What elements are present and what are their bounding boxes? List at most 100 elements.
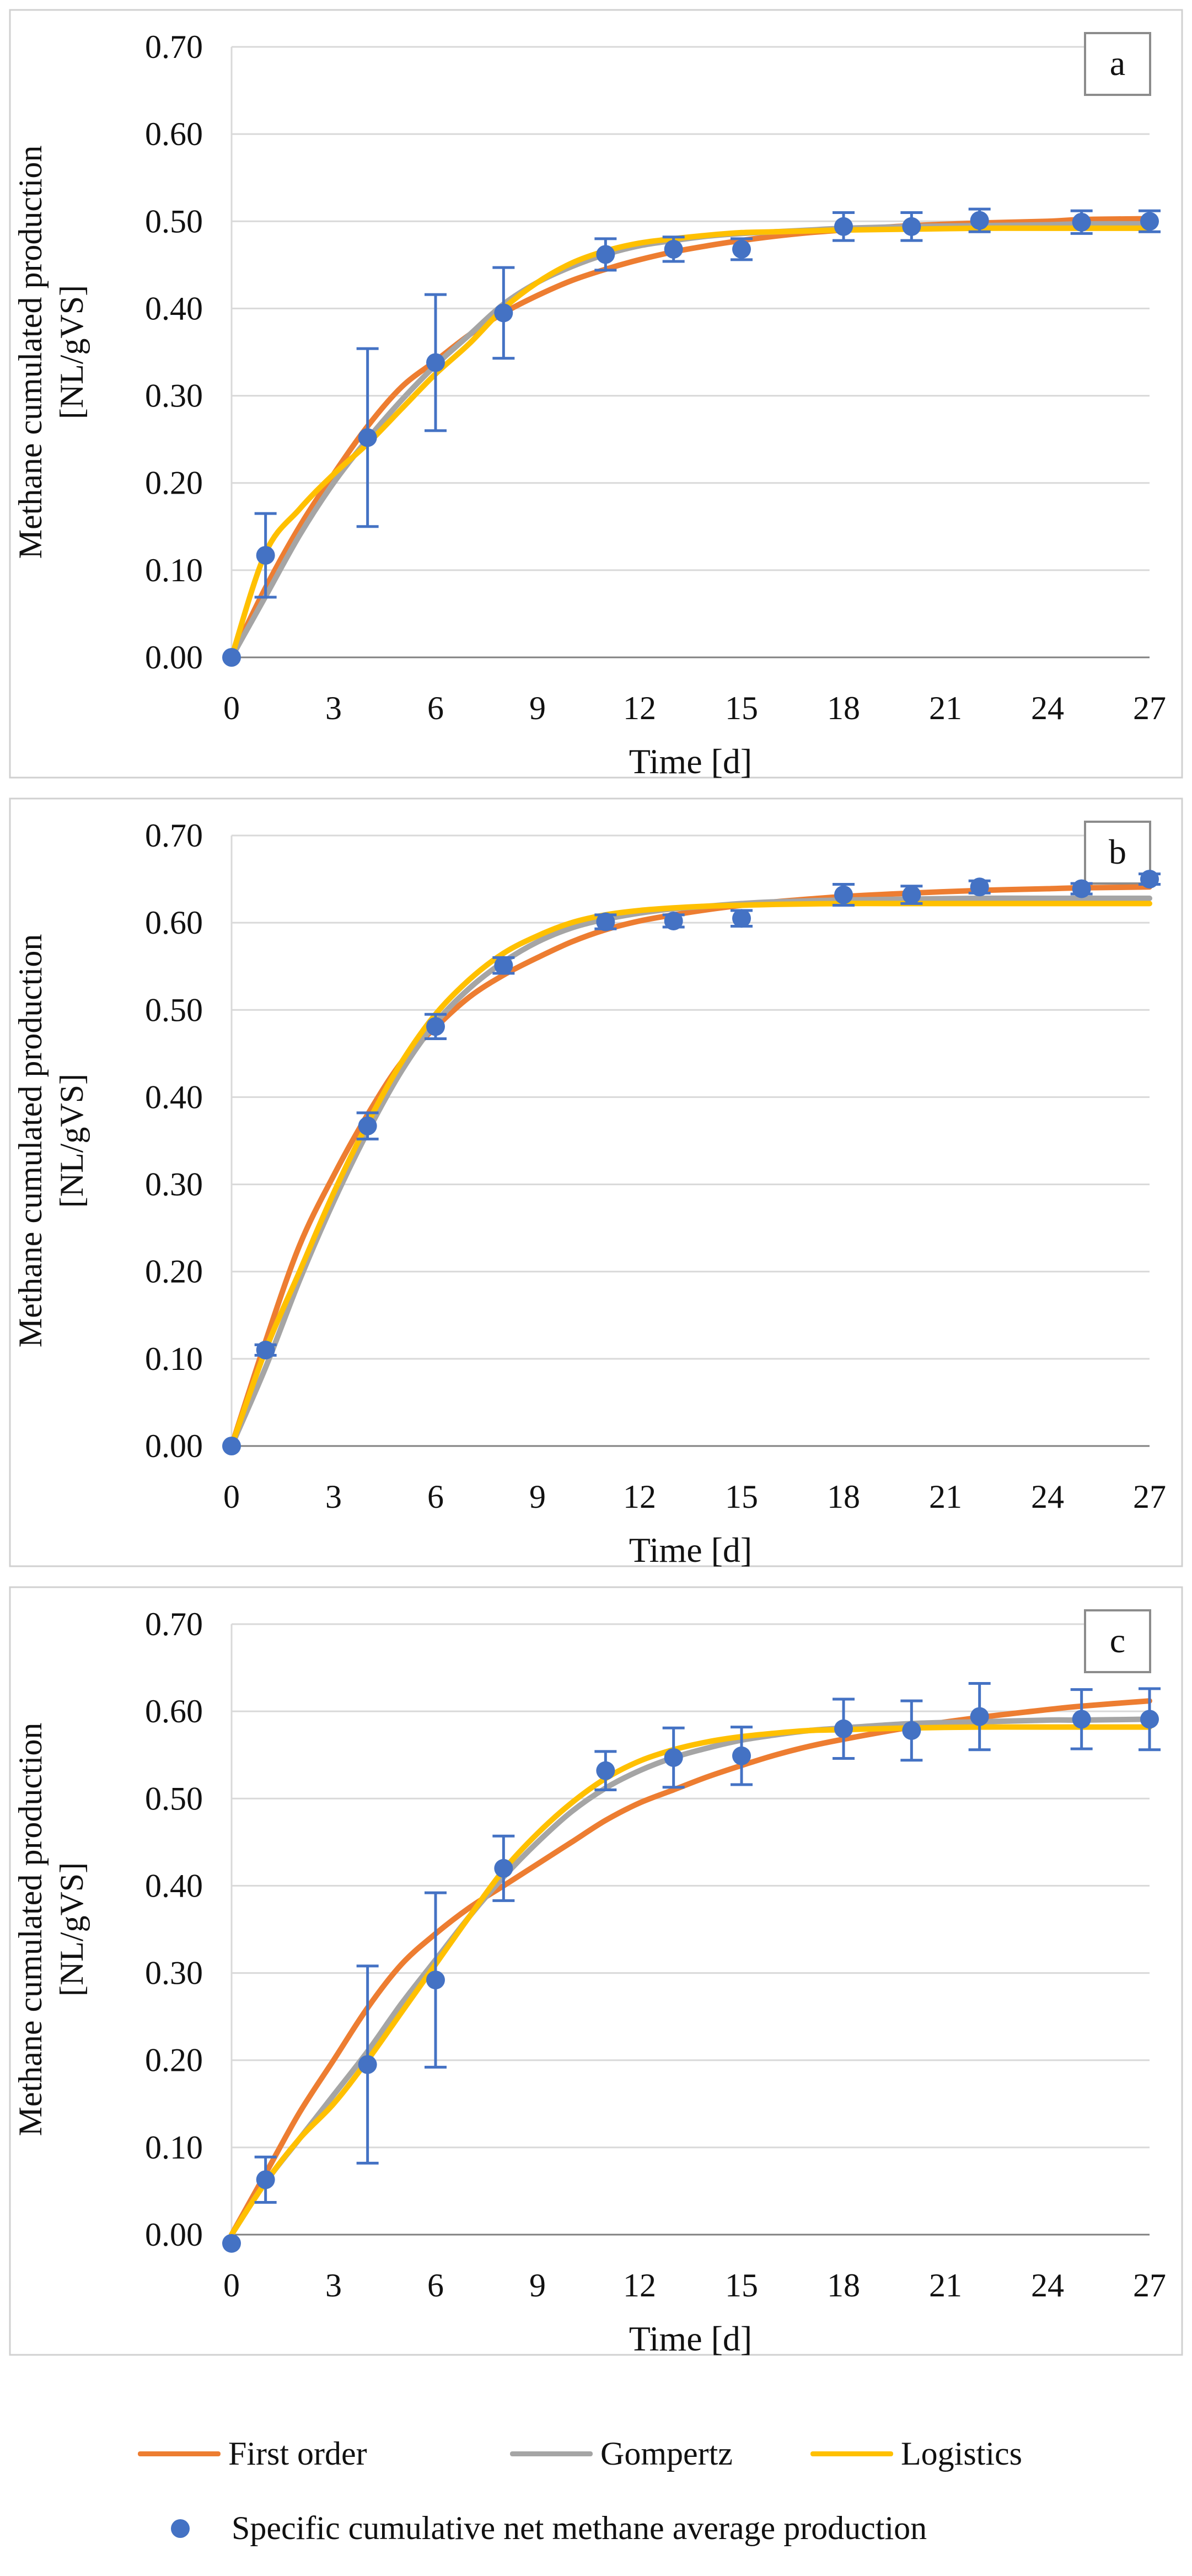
legend-swatch-logistics bbox=[810, 2451, 893, 2456]
y-tick-label: 0.10 bbox=[145, 2129, 203, 2166]
series-line-gompertz bbox=[229, 1716, 1152, 2237]
y-tick-label: 0.10 bbox=[145, 552, 203, 588]
data-point bbox=[664, 1748, 683, 1767]
y-tick-label: 0.70 bbox=[145, 1606, 203, 1642]
y-tick-label: 0.30 bbox=[145, 1955, 203, 1991]
y-tick-label: 0.00 bbox=[145, 639, 203, 676]
y-tick-label: 0.40 bbox=[145, 1079, 203, 1115]
y-tick-label: 0.50 bbox=[145, 1780, 203, 1817]
panel-label-box bbox=[1084, 32, 1151, 96]
series-line-first-order bbox=[229, 1698, 1152, 2237]
data-point bbox=[970, 877, 989, 897]
chart-panel-b: 0.00 0.10 0.20 0.30 0.40 0.50 0.60 0.70 0 3 6 9 12 15… bbox=[9, 797, 1183, 1570]
x-tick-label: 21 bbox=[929, 2267, 962, 2304]
data-point bbox=[256, 545, 275, 565]
data-point bbox=[1072, 879, 1091, 898]
data-point bbox=[902, 1721, 921, 1740]
x-tick-label: 18 bbox=[827, 2267, 860, 2304]
x-tick-label: 12 bbox=[623, 690, 656, 726]
legend-label-logistics: Logistics bbox=[901, 2435, 1022, 2472]
y-tick-label: 0.00 bbox=[145, 2216, 203, 2253]
legend-item-logistics: Logistics bbox=[810, 2435, 1022, 2473]
y-axis-title: Methane cumulated production bbox=[12, 146, 49, 559]
data-point bbox=[426, 353, 445, 372]
x-tick-label: 15 bbox=[725, 690, 758, 726]
x-tick-label: 27 bbox=[1133, 690, 1166, 726]
x-tick-label: 12 bbox=[623, 1479, 656, 1515]
data-point bbox=[1072, 1710, 1091, 1729]
data-point bbox=[596, 245, 615, 264]
data-point bbox=[256, 2170, 275, 2189]
data-point bbox=[426, 1970, 445, 1990]
x-tick-label: 21 bbox=[929, 1479, 962, 1515]
data-point bbox=[494, 956, 513, 975]
data-point bbox=[222, 2234, 241, 2253]
data-point bbox=[358, 428, 377, 447]
data-point bbox=[970, 211, 989, 230]
panel-border bbox=[9, 1586, 1183, 2356]
x-tick-label: 0 bbox=[223, 2267, 240, 2304]
x-axis-title: Time [d] bbox=[629, 2319, 752, 2358]
x-tick-label: 6 bbox=[427, 690, 444, 726]
y-axis-title-unit: [NL/gVS] bbox=[53, 1862, 90, 1996]
legend-swatch-points bbox=[171, 2519, 190, 2538]
data-point bbox=[1140, 212, 1159, 231]
y-tick-label: 0.60 bbox=[145, 116, 203, 152]
data-point bbox=[1140, 1710, 1159, 1729]
data-point bbox=[902, 885, 921, 904]
series-line-logistics bbox=[229, 1724, 1152, 2237]
data-point bbox=[494, 303, 513, 323]
x-tick-label: 6 bbox=[427, 1479, 444, 1515]
y-tick-label: 0.20 bbox=[145, 2042, 203, 2079]
x-tick-label: 6 bbox=[427, 2267, 444, 2304]
y-tick-label: 0.60 bbox=[145, 904, 203, 941]
series-line-logistics bbox=[229, 901, 1152, 1449]
data-point bbox=[664, 911, 683, 930]
data-point bbox=[664, 239, 683, 259]
data-point bbox=[732, 1746, 751, 1765]
x-tick-label: 12 bbox=[623, 2267, 656, 2304]
data-point bbox=[902, 217, 921, 236]
legend-label-first-order: First order bbox=[228, 2435, 367, 2472]
y-axis-title-unit: [NL/gVS] bbox=[53, 285, 90, 419]
data-point bbox=[732, 239, 751, 259]
y-tick-label: 0.70 bbox=[145, 29, 203, 65]
x-tick-label: 9 bbox=[529, 690, 546, 726]
data-point bbox=[596, 1761, 615, 1780]
x-tick-label: 24 bbox=[1031, 690, 1064, 726]
legend-swatch-first-order bbox=[138, 2451, 221, 2456]
y-tick-label: 0.10 bbox=[145, 1341, 203, 1377]
legend-label-gompertz: Gompertz bbox=[600, 2435, 733, 2472]
data-point bbox=[494, 1859, 513, 1878]
x-tick-label: 18 bbox=[827, 1479, 860, 1515]
legend-label-points: Specific cumulative net methane average … bbox=[232, 2510, 927, 2546]
x-tick-label: 24 bbox=[1031, 2267, 1064, 2304]
data-point bbox=[358, 1116, 377, 1136]
x-tick-label: 15 bbox=[725, 2267, 758, 2304]
series-line-gompertz bbox=[229, 895, 1152, 1449]
x-tick-label: 27 bbox=[1133, 1479, 1166, 1515]
x-axis-title: Time [d] bbox=[629, 1530, 752, 1570]
y-tick-label: 0.70 bbox=[145, 817, 203, 854]
y-tick-label: 0.00 bbox=[145, 1428, 203, 1464]
x-tick-label: 9 bbox=[529, 1479, 546, 1515]
y-axis-title: Methane cumulated production bbox=[12, 934, 49, 1348]
y-tick-label: 0.50 bbox=[145, 203, 203, 239]
x-tick-label: 18 bbox=[827, 690, 860, 726]
y-tick-label: 0.40 bbox=[145, 1867, 203, 1904]
x-tick-label: 15 bbox=[725, 1479, 758, 1515]
data-point bbox=[358, 2055, 377, 2074]
legend: First order Gompertz Logistics Specific … bbox=[0, 2421, 1192, 2576]
data-point bbox=[834, 217, 853, 236]
panel-label: a bbox=[1110, 44, 1125, 83]
y-tick-label: 0.30 bbox=[145, 378, 203, 414]
data-point bbox=[596, 912, 615, 931]
y-axis-title: Methane cumulated production bbox=[12, 1723, 49, 2136]
y-tick-label: 0.50 bbox=[145, 992, 203, 1028]
data-point bbox=[834, 885, 853, 904]
y-tick-label: 0.60 bbox=[145, 1693, 203, 1729]
legend-swatch-gompertz bbox=[510, 2451, 593, 2456]
data-point bbox=[222, 1437, 241, 1455]
series-line-first-order bbox=[229, 884, 1152, 1449]
